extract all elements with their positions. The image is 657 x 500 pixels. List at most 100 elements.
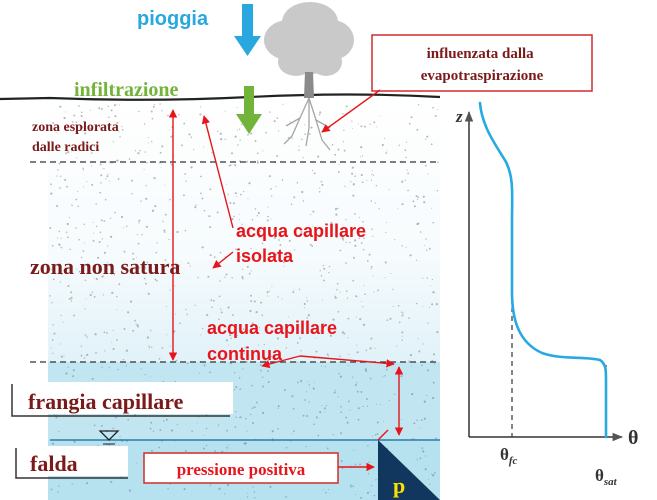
- soil-grain: [356, 390, 359, 393]
- soil-grain: [375, 184, 378, 187]
- soil-grain: [92, 239, 95, 242]
- soil-grain: [116, 121, 119, 124]
- soil-grain: [406, 141, 408, 143]
- soil-grain: [368, 461, 370, 463]
- soil-grain: [56, 132, 58, 134]
- soil-grain: [224, 139, 226, 140]
- soil-grain: [77, 205, 79, 207]
- soil-grain: [425, 164, 427, 167]
- soil-grain: [103, 251, 106, 254]
- soil-grain: [246, 358, 248, 361]
- soil-grain: [326, 447, 329, 450]
- soil-grain: [184, 449, 187, 452]
- soil-grain: [138, 110, 140, 113]
- soil-grain: [409, 353, 413, 357]
- soil-profile: [48, 95, 440, 500]
- theta-sat-label: θsat: [595, 466, 618, 488]
- soil-grain: [326, 353, 329, 356]
- soil-grain: [60, 343, 62, 345]
- soil-grain: [423, 244, 425, 247]
- soil-grain: [277, 296, 279, 298]
- soil-grain: [394, 239, 396, 241]
- soil-grain: [275, 186, 277, 188]
- soil-grain: [401, 314, 404, 317]
- soil-grain: [70, 299, 72, 301]
- soil-grain: [81, 130, 83, 132]
- soil-grain: [169, 198, 171, 201]
- soil-grain: [62, 321, 64, 323]
- soil-grain: [226, 429, 229, 432]
- soil-grain: [306, 300, 309, 302]
- soil-grain: [186, 313, 188, 316]
- soil-grain: [51, 244, 54, 247]
- soil-grain: [254, 227, 256, 229]
- soil-grain: [161, 347, 164, 349]
- soil-grain: [281, 179, 284, 181]
- soil-grain: [131, 270, 133, 272]
- soil-grain: [373, 174, 375, 177]
- soil-grain: [108, 367, 111, 369]
- soil-grain: [158, 446, 161, 449]
- soil-grain: [432, 474, 435, 477]
- soil-grain: [242, 328, 245, 330]
- soil-grain: [67, 236, 69, 239]
- soil-grain: [419, 231, 422, 233]
- soil-grain: [150, 140, 153, 143]
- soil-grain: [76, 157, 78, 159]
- soil-grain: [53, 414, 55, 416]
- soil-grain: [350, 486, 352, 488]
- capillary-fringe-label-bracket: [11, 384, 230, 417]
- soil-grain: [433, 363, 435, 365]
- soil-grain: [216, 211, 219, 214]
- soil-grain: [371, 173, 373, 175]
- soil-grain: [289, 121, 291, 123]
- soil-grain: [125, 349, 129, 352]
- soil-grain-texture: [49, 103, 439, 499]
- soil-grain: [80, 345, 83, 347]
- soil-grain: [243, 353, 244, 355]
- soil-grain: [383, 421, 385, 423]
- soil-grain: [157, 272, 159, 274]
- root-zone-label: zona esplorata dalle radici: [32, 120, 122, 155]
- theta-fc-subscript: fc: [509, 455, 518, 467]
- tree-icon: [264, 2, 354, 151]
- soil-grain: [84, 279, 87, 282]
- soil-grain: [66, 185, 68, 188]
- soil-grain: [332, 433, 334, 436]
- soil-grain: [386, 150, 388, 152]
- soil-grain: [72, 375, 75, 378]
- soil-grain: [368, 253, 371, 256]
- soil-grain: [361, 181, 364, 184]
- soil-grain: [277, 407, 279, 409]
- soil-grain: [322, 264, 325, 267]
- soil-grain: [116, 309, 118, 311]
- soil-grain: [333, 391, 336, 394]
- soil-grain: [282, 103, 284, 105]
- soil-grain: [59, 187, 61, 189]
- soil-grain: [112, 347, 115, 350]
- soil-grain: [313, 172, 316, 175]
- soil-grain: [220, 311, 223, 314]
- soil-grain: [323, 267, 326, 270]
- soil-grain: [232, 202, 236, 205]
- soil-grain: [398, 144, 401, 147]
- soil-grain: [421, 364, 423, 367]
- soil-grain: [123, 227, 125, 229]
- soil-grain: [76, 268, 78, 270]
- soil-grain: [339, 375, 342, 378]
- soil-grain: [137, 152, 140, 155]
- theta-sat-subscript: sat: [603, 476, 618, 488]
- soil-grain: [344, 185, 346, 187]
- soil-grain: [226, 446, 228, 449]
- soil-grain: [144, 268, 147, 270]
- soil-grain: [298, 145, 300, 147]
- soil-grain: [247, 492, 249, 494]
- soil-grain: [413, 205, 416, 208]
- soil-grain: [57, 491, 59, 493]
- soil-grain: [161, 110, 163, 112]
- soil-grain: [80, 256, 83, 259]
- soil-grain: [401, 203, 404, 206]
- soil-grain: [269, 111, 271, 113]
- soil-grain: [355, 295, 358, 298]
